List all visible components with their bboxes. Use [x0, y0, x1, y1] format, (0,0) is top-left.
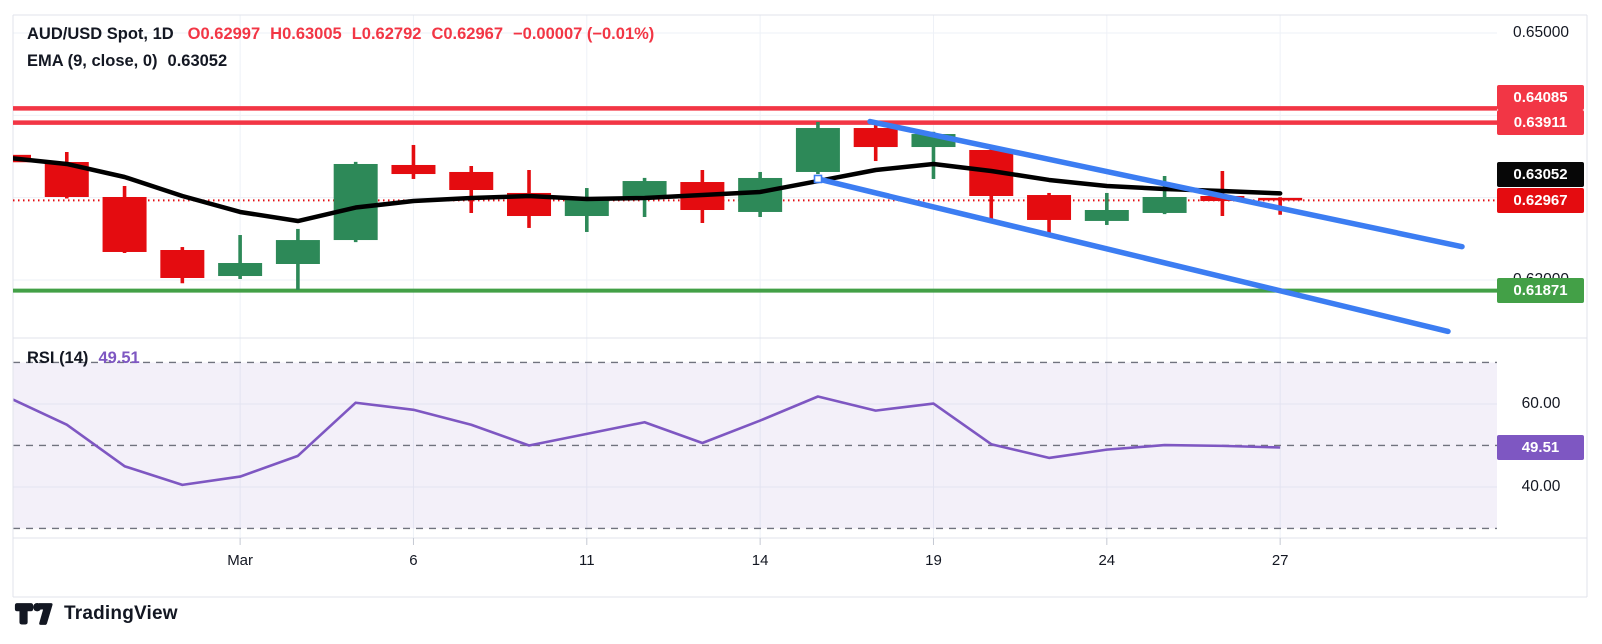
- candle-down[interactable]: [102, 185, 147, 253]
- ema-legend: EMA (9, close, 0) 0.63052: [27, 52, 237, 71]
- candle-body: [564, 197, 609, 217]
- price-badge-support-level: 0.61871: [1497, 278, 1584, 304]
- candle-body: [275, 240, 320, 264]
- candle-down[interactable]: [449, 165, 494, 213]
- candle-body: [160, 250, 205, 278]
- rsi-indicator-value: 49.51: [98, 349, 140, 367]
- candle-body: [1084, 210, 1129, 221]
- candle-down[interactable]: [391, 144, 436, 179]
- ema-line[interactable]: [9, 156, 1283, 224]
- candle-down[interactable]: [44, 151, 89, 199]
- rsi-axis-label: 60.00: [1521, 394, 1561, 412]
- tradingview-watermark[interactable]: TradingView: [14, 601, 178, 627]
- time-axis-label: 14: [751, 552, 769, 569]
- ohlc-open: O0.62997: [187, 25, 261, 43]
- candle-up[interactable]: [564, 188, 609, 232]
- ema-indicator-label[interactable]: EMA (9, close, 0): [27, 52, 158, 70]
- tradingview-wordmark: TradingView: [64, 603, 178, 624]
- candle-body: [102, 196, 147, 252]
- candle-up[interactable]: [1084, 192, 1129, 225]
- tradingview-logo-icon: [14, 603, 53, 625]
- candle-down[interactable]: [160, 247, 205, 284]
- trendline[interactable]: [815, 176, 1451, 335]
- time-axis-label: 27: [1271, 552, 1289, 569]
- candle-up[interactable]: [218, 235, 263, 279]
- rsi-pane: [9, 361, 1497, 530]
- rsi-legend: RSI (14) 49.51: [27, 349, 150, 368]
- rsi-badge-rsi-value: 49.51: [1497, 435, 1584, 460]
- candle-body: [1142, 196, 1187, 213]
- candle-body: [333, 163, 378, 241]
- candle-body: [622, 181, 667, 197]
- price-pane: [9, 106, 1497, 335]
- candle-down[interactable]: [969, 144, 1014, 223]
- trendline-anchor[interactable]: [813, 174, 823, 184]
- ohlc-change: −0.00007 (−0.01%): [513, 25, 655, 43]
- chart-frame: [12, 14, 1588, 598]
- gridlines: [13, 15, 1497, 538]
- rsi-line[interactable]: [9, 395, 1281, 487]
- time-axis-ticks: [239, 538, 1281, 545]
- price-badge-last-price: 0.62967: [1497, 187, 1584, 213]
- time-axis-label: 11: [579, 552, 595, 569]
- price-badge-resistance-level: 0.64085: [1497, 84, 1584, 110]
- candle-body: [1027, 195, 1072, 220]
- candle-up[interactable]: [795, 121, 840, 175]
- candle-up[interactable]: [275, 228, 320, 290]
- candle-down[interactable]: [853, 122, 898, 162]
- ema-indicator-value: 0.63052: [167, 52, 228, 70]
- ohlc-high: H0.63005: [270, 25, 342, 43]
- candle-body: [218, 263, 263, 277]
- trendline[interactable]: [867, 118, 1465, 250]
- price-badge-ema-value: 0.63052: [1497, 161, 1584, 187]
- time-axis-label: 19: [925, 552, 942, 569]
- candle-body: [449, 171, 494, 190]
- time-axis-label: Mar: [227, 552, 254, 569]
- candle-up[interactable]: [333, 161, 378, 243]
- symbol-title[interactable]: AUD/USD Spot, 1D: [27, 25, 174, 43]
- rsi-axis-label: 40.00: [1521, 477, 1561, 495]
- time-axis-label: 6: [409, 552, 418, 569]
- ohlc-low: L0.62792: [351, 25, 422, 43]
- candle-body: [795, 128, 840, 172]
- candle-body: [853, 128, 898, 148]
- price-badge-resistance-level: 0.63911: [1497, 110, 1584, 136]
- rsi-indicator-label[interactable]: RSI (14): [27, 349, 89, 367]
- time-axis-label: 24: [1098, 552, 1116, 569]
- symbol-legend: AUD/USD Spot, 1D O0.62997 H0.63005 L0.62792…: [27, 25, 664, 44]
- candle-body: [1258, 197, 1303, 201]
- price-axis-label: 0.65000: [1512, 24, 1570, 42]
- candle-body: [391, 164, 436, 175]
- candle-down[interactable]: [1027, 192, 1072, 234]
- ohlc-close: C0.62967: [431, 25, 504, 43]
